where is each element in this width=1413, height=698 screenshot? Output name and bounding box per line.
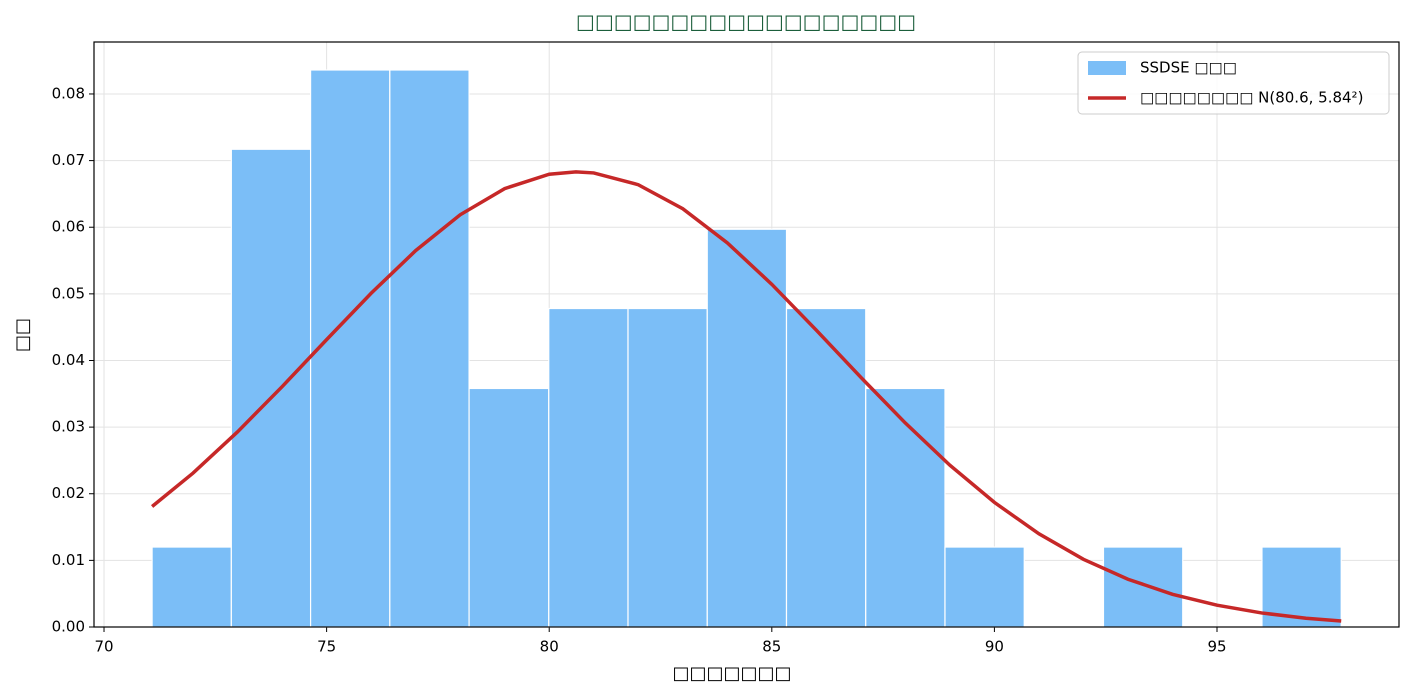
chart-title: □□□□□□□□□□□□□□□□□□ [576,10,916,34]
y-axis-label: □□ [12,318,33,352]
y-tick-label: 0.01 [52,551,85,569]
histogram-bar [468,387,550,628]
y-tick-label: 0.03 [52,418,85,436]
x-axis-label: □□□□□□□ [672,663,791,684]
legend-swatch [1088,61,1126,75]
legend-label: SSDSE □□□ [1140,59,1237,77]
fit-curve [150,170,1342,623]
x-tick-label: 75 [317,638,336,656]
histogram-bar [151,546,232,628]
x-tick-label: 90 [985,638,1004,656]
histogram-bar [706,228,788,628]
y-tick-label: 0.07 [52,151,85,169]
histogram-bar [785,307,867,628]
y-tick-label: 0.02 [52,484,85,502]
histogram-bar [389,69,470,628]
plot-frame [93,41,1400,628]
y-tick-label: 0.05 [52,284,85,302]
histogram-bar [230,148,312,628]
histogram-bar [944,546,1025,628]
y-tick-label: 0.08 [52,84,85,102]
x-tick-label: 95 [1207,638,1226,656]
y-tick-label: 0.00 [52,618,85,636]
y-tick-label: 0.06 [52,218,85,236]
histogram-bar [548,307,629,628]
histogram-bar [1102,546,1184,628]
y-tick-label: 0.04 [52,351,85,369]
x-tick-label: 70 [94,638,113,656]
histogram-bar [627,307,708,628]
x-tick-label: 80 [540,638,559,656]
histogram-bar [309,69,391,628]
legend-box [1077,51,1390,115]
histogram-bar [865,387,946,628]
legend-label: □□□□□□□□ N(80.6, 5.84²) [1140,89,1363,107]
x-tick-label: 85 [762,638,781,656]
